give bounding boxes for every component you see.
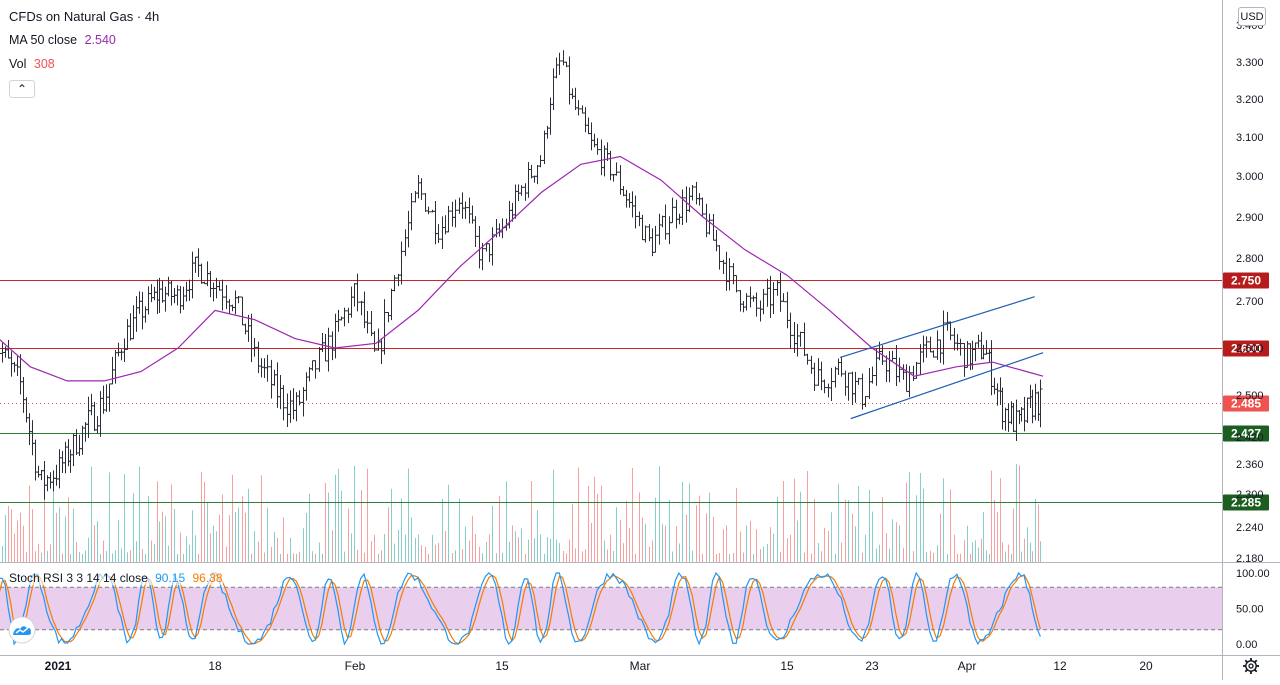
y-tick-label: 3.300 [1236, 57, 1264, 69]
price-level-badge [1223, 340, 1269, 357]
stoch-axis-label: 50.00 [1236, 604, 1264, 616]
price-level-badge [1223, 272, 1269, 289]
x-tick-label: 20 [1139, 659, 1153, 673]
price-levels: 2.750 2.600 2.485 2.427 2.285 [0, 272, 1269, 511]
stoch-axis-label: 100.00 [1236, 568, 1270, 580]
x-tick-label: Feb [345, 659, 366, 673]
x-tick-label: 12 [1053, 659, 1067, 673]
ascending-channel [839, 296, 1044, 420]
x-tick-label: Apr [958, 659, 977, 673]
y-tick-label: 2.800 [1236, 253, 1264, 265]
channel-lower-line[interactable] [850, 352, 1044, 420]
vol-value: 308 [33, 57, 55, 71]
y-tick-label: 3.200 [1236, 94, 1264, 106]
volume-bars [2, 464, 1041, 562]
stoch-k-line[interactable] [0, 571, 1041, 646]
y-tick-label: 2.240 [1236, 522, 1264, 534]
ma-value: 2.540 [84, 33, 116, 47]
x-tick-label: 15 [495, 659, 509, 673]
price-level-label: 2.427 [1231, 427, 1261, 441]
ma-50-line [0, 155, 1044, 382]
stoch-legend[interactable]: Stoch RSI 3 3 14 14 close 90.15 96.38 [9, 571, 223, 585]
stoch-axis-label: 0.00 [1236, 639, 1257, 651]
price-level-badge [1223, 395, 1269, 412]
price-level-label: 2.600 [1231, 342, 1261, 356]
ma-label: MA 50 close [9, 33, 78, 47]
vol-legend[interactable]: Vol 308 [9, 57, 55, 71]
y-tick-label: 2.600 [1236, 343, 1264, 355]
price-level-badge [1223, 494, 1269, 511]
ma-50-line[interactable] [0, 155, 1044, 382]
stoch-d-line[interactable] [0, 573, 1041, 645]
stoch-rsi-pane: 100.00 50.00 0.00 [0, 568, 1270, 651]
stoch-label: Stoch RSI 3 3 14 14 close [9, 571, 148, 585]
x-tick-label: 15 [780, 659, 794, 673]
tradingview-logo-icon[interactable] [6, 616, 38, 644]
y-tick-label: 2.360 [1236, 459, 1264, 471]
x-tick-label: Mar [630, 659, 651, 673]
price-level-badge [1223, 425, 1269, 442]
y-tick-label: 2.420 [1236, 432, 1264, 444]
price-level-label: 2.750 [1231, 274, 1261, 288]
chevron-up-icon: ⌃ [16, 82, 28, 96]
y-tick-label: 2.900 [1236, 212, 1264, 224]
y-tick-label: 2.500 [1236, 390, 1264, 402]
symbol-title[interactable]: CFDs on Natural Gas · 4h [9, 9, 160, 24]
channel-upper-line[interactable] [839, 296, 1035, 358]
y-tick-label: 2.300 [1236, 489, 1264, 501]
y-tick-label: 2.700 [1236, 296, 1264, 308]
vol-label: Vol [9, 57, 27, 71]
collapse-legend-button[interactable]: ⌃ [9, 80, 35, 98]
chart-title[interactable]: CFDs on Natural Gas · 4h [9, 9, 159, 24]
x-tick-label: 18 [208, 659, 222, 673]
gear-icon[interactable] [1242, 657, 1260, 675]
stoch-d-value: 96.38 [192, 571, 223, 585]
candles [0, 50, 1043, 500]
y-tick-label: 3.000 [1236, 171, 1264, 183]
x-tick-label: 2021 [45, 659, 72, 673]
x-tick-label: 23 [865, 659, 879, 673]
y-tick-label: 3.100 [1236, 132, 1264, 144]
price-level-label: 2.485 [1231, 397, 1261, 411]
ma-legend[interactable]: MA 50 close 2.540 [9, 33, 116, 47]
currency-button[interactable]: USD [1238, 7, 1266, 26]
price-level-label: 2.285 [1231, 496, 1261, 510]
y-tick-label: 2.180 [1236, 553, 1264, 565]
stoch-k-value: 90.15 [155, 571, 186, 585]
